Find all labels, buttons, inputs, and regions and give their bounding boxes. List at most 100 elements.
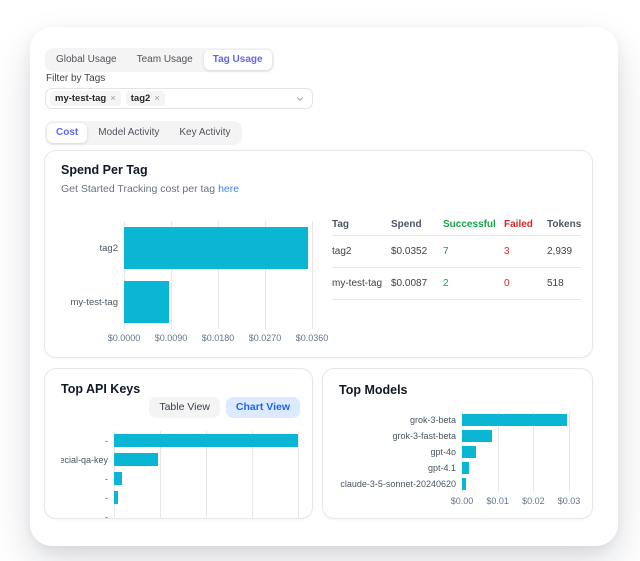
bar-label: claude-3-5-sonnet-20240620 [340,479,456,489]
bar-label: grok-3-fast-beta [392,431,456,441]
bar-label: - [105,473,108,484]
tab-tag-usage[interactable]: Tag Usage [203,50,272,70]
bar[interactable] [114,453,158,466]
gridline [298,431,299,518]
cell-tokens: 518 [547,278,564,289]
bar-track [462,476,569,492]
bar[interactable] [462,446,476,458]
chart-row: my-test-tag [61,275,312,329]
chart-row: - [61,507,298,519]
spend-per-tag-card: Spend Per Tag Get Started Tracking cost … [44,150,593,358]
chevron-down-icon[interactable] [295,94,305,104]
bar[interactable] [462,414,567,426]
tab-global-usage[interactable]: Global Usage [56,54,117,65]
bar-label: grok-3-beta [409,415,456,425]
bar-label: special-qa-key [61,454,108,465]
remove-tag-icon[interactable]: × [154,93,160,104]
table-header-row: Tag Spend Successful Failed Tokens [332,213,581,236]
chart-row: grok-3-beta [335,412,569,428]
spend-per-tag-chart: tag2 my-test-tag $0.0000 $0.0090 $0.0180 $0.0… [61,221,329,343]
tag-chip: my-test-tag × [50,91,121,106]
bar-track [114,469,298,488]
col-failed: Failed [504,218,533,230]
top-api-keys-chart: - special-qa-key - - - [61,431,299,519]
bar[interactable] [124,227,308,269]
bar-track [114,488,298,507]
spend-per-tag-subtitle: Get Started Tracking cost per tag here [61,183,239,195]
cell-tokens: 2,939 [547,246,573,257]
cell-successful: 7 [443,246,449,257]
tab-key-activity[interactable]: Key Activity [179,127,231,138]
gridline [569,412,570,492]
bar-track [462,444,569,460]
gridline [218,221,219,329]
top-api-keys-title: Top API Keys [61,382,141,396]
chart-row: - [61,488,298,507]
bar[interactable] [462,478,466,490]
cell-failed: 3 [504,246,510,257]
col-successful: Successful [443,218,496,230]
top-models-card: Top Models grok-3-beta grok-3-fast-beta gp… [322,368,593,519]
axis-tick-label: $0.00 [450,496,474,506]
bar-label: - [105,435,108,446]
bar-label: tag2 [99,242,119,254]
bar-label: gpt-4o [430,447,456,457]
gridline [206,431,207,518]
tab-model-activity[interactable]: Model Activity [98,127,160,138]
bar[interactable] [462,462,469,474]
col-tokens: Tokens [547,218,582,230]
bar[interactable] [114,491,118,504]
usage-dashboard-window: Global Usage Team Usage Tag Usage Filter… [30,27,618,546]
x-axis: $0.0000 $0.0090 $0.0180 $0.0270 $0.0360 [61,329,329,343]
gridline [533,412,535,492]
chart-row: special-qa-key [61,450,298,469]
gridline [252,431,253,518]
axis-tick-label: $0.0270 [248,333,282,343]
bar-track [462,428,569,444]
bar-track [124,221,312,275]
bar-track [114,507,298,518]
axis-tick-label: $0.0360 [295,333,329,343]
table-row: tag2 $0.0352 7 3 2,939 [332,236,581,268]
x-axis: $0.00 $0.01 $0.02 $0.03 [335,492,581,506]
cell-successful: 2 [443,278,449,289]
top-models-title: Top Models [339,383,408,397]
top-api-keys-card: Top API Keys Table View Chart View - spec… [44,368,313,519]
col-spend: Spend [391,218,422,230]
axis-tick-label: $0.02 [522,496,545,506]
bar[interactable] [124,281,169,323]
get-started-link[interactable]: here [218,183,240,195]
chart-row: claude-3-5-sonnet-20240620 [335,476,569,492]
bar[interactable] [114,472,122,485]
bar[interactable] [462,430,492,442]
bar[interactable] [114,434,298,447]
gridline [171,221,172,329]
tab-cost[interactable]: Cost [47,123,88,143]
bar-track [462,460,569,476]
table-view-button[interactable]: Table View [149,397,220,418]
bar-label: - [105,492,108,503]
gridline [497,412,499,492]
bar-track [114,450,298,469]
view-toggle: Table View Chart View [149,397,300,418]
chart-row: - [61,431,298,450]
spend-per-tag-title: Spend Per Tag [61,163,148,177]
gridline [160,431,161,518]
axis-tick-label: $0.0180 [201,333,235,343]
chart-view-button[interactable]: Chart View [225,397,300,418]
axis-tick-label: $0.03 [557,496,581,506]
remove-tag-icon[interactable]: × [110,93,116,104]
bar-track [124,275,312,329]
tag-filter-select[interactable]: my-test-tag × tag2 × [45,88,313,109]
chart-row: gpt-4.1 [335,460,569,476]
tab-team-usage[interactable]: Team Usage [136,54,193,65]
gridline [265,221,266,329]
tag-chip-label: my-test-tag [55,93,107,104]
bar-track [462,412,569,428]
chart-row: grok-3-fast-beta [335,428,569,444]
cell-failed: 0 [504,278,510,289]
tag-chip: tag2 × [125,91,165,106]
cell-tag: tag2 [332,246,352,257]
axis-tick-label: $0.0090 [154,333,188,343]
chart-row: tag2 [61,221,312,275]
